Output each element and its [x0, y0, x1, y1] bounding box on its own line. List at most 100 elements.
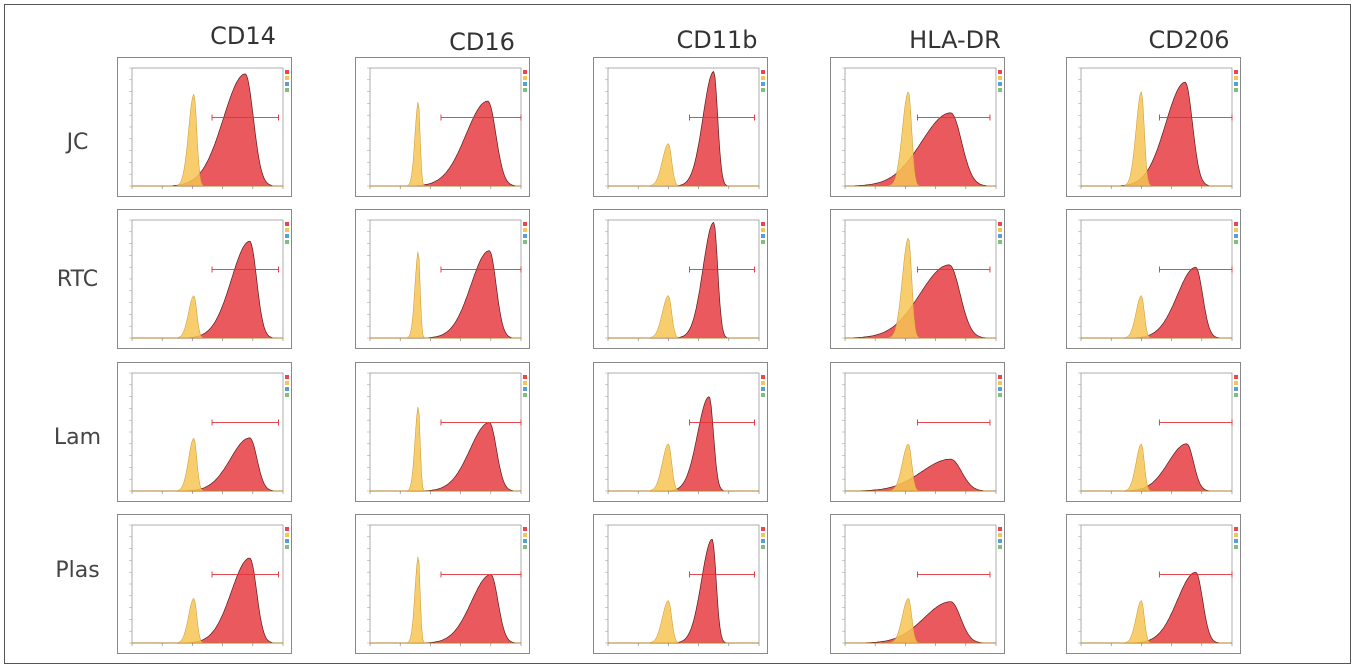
legend-swatch — [998, 381, 1002, 385]
legend-swatch — [523, 539, 527, 543]
legend-swatch — [523, 381, 527, 385]
histogram-panel-plas-cd206 — [1066, 514, 1241, 654]
column-header-cd16: CD16 — [449, 28, 515, 56]
legend-swatch — [285, 381, 289, 385]
column-header-cd11b: CD11b — [676, 26, 758, 54]
legend-swatch — [761, 533, 765, 537]
histogram-panel-jc-cd206 — [1066, 57, 1241, 197]
stained-histogram — [370, 574, 521, 644]
control-histogram — [1081, 90, 1232, 187]
legend-swatch — [1234, 70, 1238, 74]
control-histogram — [132, 93, 283, 187]
legend-swatch — [761, 70, 765, 74]
histogram-plot — [605, 372, 765, 494]
histogram-panel-plas-cd14 — [117, 514, 292, 654]
histogram-plot — [129, 524, 289, 646]
legend-swatch — [523, 545, 527, 549]
histogram-plot — [367, 67, 527, 189]
stained-histogram — [132, 557, 283, 644]
control-histogram — [608, 600, 759, 644]
histogram-plot — [842, 219, 1002, 341]
histogram-panel-rtc-cd14 — [117, 209, 292, 349]
legend-swatch — [1234, 88, 1238, 92]
legend-swatch — [1234, 234, 1238, 238]
plot-frame — [1080, 372, 1233, 492]
legend-swatch — [998, 375, 1002, 379]
histogram-plot — [605, 219, 765, 341]
legend-swatch — [285, 539, 289, 543]
histogram-plot — [129, 372, 289, 494]
legend-swatch — [761, 393, 765, 397]
plot-frame — [1080, 219, 1233, 339]
histogram-plot — [367, 372, 527, 494]
stained-histogram — [132, 437, 283, 492]
legend-swatch — [998, 533, 1002, 537]
legend-swatch — [1234, 228, 1238, 232]
histogram-panel-jc-cd14 — [117, 57, 292, 197]
histogram-plot — [129, 67, 289, 189]
histogram-panel-plas-cd11b — [593, 514, 768, 654]
legend-swatch — [523, 82, 527, 86]
histogram-panel-lam-cd11b — [593, 362, 768, 502]
control-histogram — [845, 91, 996, 187]
control-histogram — [845, 237, 996, 339]
histogram-plot — [367, 219, 527, 341]
histogram-panel-jc-hla-dr — [830, 57, 1005, 197]
legend-swatch — [1234, 533, 1238, 537]
histogram-plot — [367, 524, 527, 646]
plot-frame — [607, 219, 760, 339]
histogram-panel-rtc-cd11b — [593, 209, 768, 349]
legend-swatch — [1234, 381, 1238, 385]
legend-swatch — [1234, 539, 1238, 543]
legend-swatch — [998, 76, 1002, 80]
legend-swatch — [998, 82, 1002, 86]
legend-swatch — [761, 381, 765, 385]
stained-histogram — [845, 264, 996, 339]
plot-frame — [1080, 524, 1233, 644]
legend-swatch — [1234, 82, 1238, 86]
histogram-panel-lam-cd14 — [117, 362, 292, 502]
legend-swatch — [1234, 387, 1238, 391]
stained-histogram — [845, 458, 996, 492]
legend-swatch — [761, 222, 765, 226]
legend-swatch — [285, 240, 289, 244]
row-label-rtc: RTC — [56, 267, 99, 292]
control-histogram — [370, 406, 521, 492]
plot-frame — [607, 67, 760, 187]
stained-histogram — [1081, 266, 1232, 339]
legend-swatch — [998, 222, 1002, 226]
control-histogram — [132, 295, 283, 339]
control-histogram — [1081, 600, 1232, 644]
legend-swatch — [285, 222, 289, 226]
control-histogram — [132, 597, 283, 644]
control-histogram — [370, 556, 521, 644]
legend-swatch — [523, 375, 527, 379]
histogram-plot — [842, 67, 1002, 189]
row-label-lam: Lam — [53, 425, 102, 450]
legend-swatch — [523, 222, 527, 226]
stained-histogram — [608, 538, 759, 644]
legend-swatch — [761, 545, 765, 549]
column-header-cd206: CD206 — [1148, 26, 1230, 54]
legend-swatch — [523, 88, 527, 92]
stained-histogram — [608, 221, 759, 339]
histogram-panel-lam-cd206 — [1066, 362, 1241, 502]
stained-histogram — [132, 73, 283, 187]
histogram-panel-lam-cd16 — [355, 362, 530, 502]
legend-swatch — [523, 527, 527, 531]
legend-swatch — [998, 240, 1002, 244]
histogram-panel-rtc-cd206 — [1066, 209, 1241, 349]
control-histogram — [608, 443, 759, 492]
control-histogram — [1081, 295, 1232, 339]
legend-swatch — [761, 82, 765, 86]
legend-swatch — [1234, 222, 1238, 226]
legend-swatch — [998, 545, 1002, 549]
legend-swatch — [285, 70, 289, 74]
histogram-panel-rtc-cd16 — [355, 209, 530, 349]
legend-swatch — [285, 375, 289, 379]
legend-swatch — [761, 88, 765, 92]
legend-swatch — [1234, 240, 1238, 244]
histogram-panel-lam-hla-dr — [830, 362, 1005, 502]
legend-swatch — [761, 240, 765, 244]
stained-histogram — [608, 70, 759, 187]
